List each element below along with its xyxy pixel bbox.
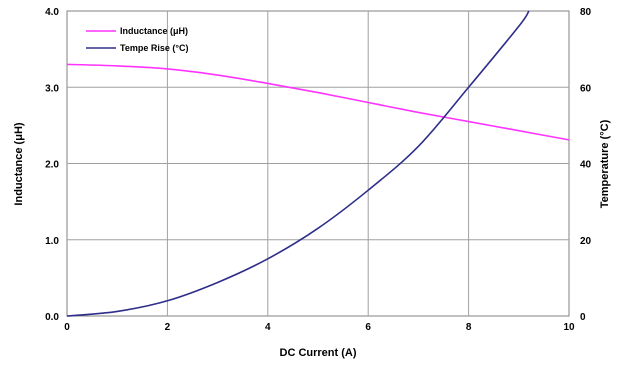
x-tick-label: 10 [563, 322, 575, 333]
y-right-tick-label: 40 [580, 160, 592, 171]
gridlines [67, 11, 569, 316]
series-line-temp-rise [66, 10, 530, 317]
x-tick-label: 8 [466, 322, 472, 333]
y-left-axis-title: Inductance (μH) [13, 122, 25, 205]
y-left-tick-labels: 0.0 1.0 2.0 3.0 4.0 [45, 7, 59, 323]
x-tick-label: 4 [265, 322, 271, 333]
x-tick-label: 0 [64, 322, 70, 333]
legend-label-inductance: Inductance (μH) [120, 26, 188, 36]
legend-label-temp-rise: Tempe Rise (°C) [120, 43, 188, 53]
y-left-tick-label: 2.0 [45, 160, 59, 171]
series-lines [66, 10, 570, 317]
y-left-tick-label: 4.0 [45, 7, 59, 18]
y-right-tick-label: 0 [580, 312, 586, 323]
y-right-tick-label: 80 [580, 7, 592, 18]
x-axis-title: DC Current (A) [280, 347, 357, 359]
x-tick-label: 2 [165, 322, 171, 333]
y-left-tick-label: 1.0 [45, 236, 59, 247]
x-tick-labels: 0 2 4 6 8 10 [64, 322, 575, 333]
y-left-tick-label: 0.0 [45, 312, 59, 323]
y-right-tick-label: 60 [580, 83, 592, 94]
series-line-inductance [66, 63, 570, 141]
legend: Inductance (μH) Tempe Rise (°C) [86, 26, 188, 53]
y-right-axis-title: Temperature (°C) [599, 119, 611, 208]
x-tick-label: 6 [365, 322, 371, 333]
y-right-tick-label: 20 [580, 236, 592, 247]
y-left-tick-label: 3.0 [45, 83, 59, 94]
y-right-tick-labels: 0 20 40 60 80 [580, 7, 592, 323]
